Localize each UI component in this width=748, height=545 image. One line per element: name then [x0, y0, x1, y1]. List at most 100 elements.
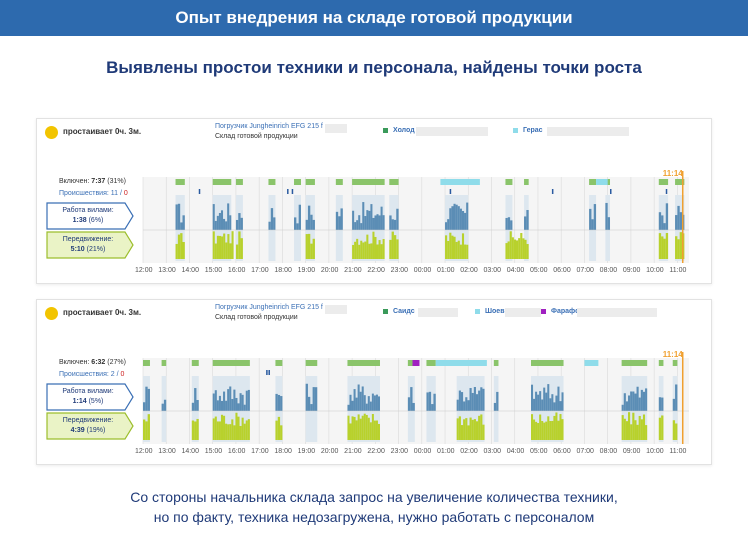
incident-tick: [665, 189, 668, 194]
axis-tick-label: 12:00: [135, 267, 153, 274]
forks-activity-bar: [310, 404, 313, 411]
forks-activity-bar: [352, 210, 355, 230]
forks-activity-bar: [465, 397, 468, 411]
movement-box[interactable]: Передвижение: 5:10 (21%): [62, 236, 114, 253]
movement-activity-bar: [661, 236, 664, 259]
forks-activity-bar: [358, 215, 361, 230]
movement-activity-bar: [679, 232, 683, 259]
forks-activity-bar: [270, 208, 274, 230]
forks-work-box[interactable]: Работа вилами: 1:38 (6%): [62, 207, 114, 224]
forks-activity-bar: [233, 389, 236, 411]
movement-activity-bar: [351, 416, 354, 440]
operator-1[interactable]: Саидс: [383, 308, 415, 315]
forks-activity-bar: [241, 394, 244, 411]
forks-activity-bar: [493, 402, 497, 411]
movement-activity-bar: [362, 242, 365, 259]
forks-activity-bar: [375, 394, 378, 411]
forks-activity-bar: [218, 212, 221, 230]
power-on-segment: [268, 179, 276, 185]
axis-tick-label: 12:00: [135, 448, 153, 455]
forks-activity-bar: [658, 397, 662, 411]
axis-tick-label: 03:00: [484, 267, 502, 274]
power-on-segment: [335, 179, 343, 185]
forks-activity-bar: [145, 386, 148, 411]
movement-activity-bar: [216, 421, 219, 440]
movement-activity-bar: [305, 234, 308, 259]
axis-tick-label: 23:00: [391, 448, 409, 455]
incidents-link[interactable]: Происшествия: 2 / 0: [59, 371, 125, 378]
movement-activity-bar: [665, 233, 669, 259]
forks-activity-bar: [642, 391, 646, 411]
operator-2[interactable]: Шоев: [475, 308, 505, 315]
forks-activity-bar: [314, 387, 318, 411]
movement-activity-bar: [545, 421, 548, 440]
axis-tick-label: 23:00: [391, 267, 409, 274]
movement-activity-bar: [378, 240, 381, 259]
operator-2[interactable]: Герас: [513, 127, 543, 134]
movement-activity-bar: [475, 421, 479, 440]
movement-activity-bar: [543, 422, 546, 440]
power-on-segment: [175, 179, 185, 185]
movement-activity-bar: [382, 239, 385, 259]
movement-activity-bar: [634, 420, 637, 440]
movement-activity-bar: [233, 425, 236, 440]
operator-1[interactable]: Холод: [383, 127, 415, 134]
operator-name: Саидс: [393, 308, 415, 315]
forks-activity-bar: [456, 399, 459, 411]
movement-box[interactable]: Передвижение: 4:39 (19%): [62, 417, 114, 434]
forks-activity-bar: [268, 221, 271, 230]
power-on-segment: [426, 360, 436, 366]
forks-activity-bar: [361, 386, 364, 411]
forks-activity-bar: [428, 391, 432, 411]
incidents-link[interactable]: Происшествия: 11 / 0: [59, 190, 128, 197]
incident-tick: [551, 189, 554, 194]
activity-timeline-chart: 11:14 12:00 13:00 14:00 15:00 16:00 17:00 18:00…: [46, 169, 689, 274]
movement-activity-bar: [347, 415, 350, 440]
operator-3[interactable]: Фарафс: [541, 308, 579, 315]
forks-activity-bar: [235, 397, 238, 411]
axis-tick-label: 02:00: [460, 448, 478, 455]
forks-activity-bar: [426, 392, 429, 411]
operator-name: Шоев: [485, 308, 505, 315]
forks-work-box[interactable]: Работа вилами: 1:14 (5%): [62, 388, 114, 405]
activity-timeline-chart: 11:14 12:00 13:00 14:00 15:00 16:00 17:00 18:00…: [46, 350, 689, 455]
movement-activity-bar: [561, 419, 564, 440]
forks-activity-bar: [535, 391, 538, 411]
axis-tick-label: 01:00: [437, 267, 455, 274]
forks-activity-bar: [338, 216, 341, 230]
forks-activity-bar: [393, 219, 397, 230]
forks-box-outline: [46, 383, 134, 411]
forks-activity-bar: [353, 389, 356, 411]
movement-activity-bar: [223, 233, 226, 259]
movement-activity-bar: [218, 235, 222, 259]
movement-activity-bar: [237, 416, 240, 440]
forks-activity-bar: [161, 403, 164, 411]
power-on-segment: [235, 179, 243, 185]
power-on-segment: [212, 360, 250, 366]
axis-tick-label: 14:00: [181, 448, 199, 455]
axis-tick-label: 20:00: [321, 448, 339, 455]
movement-activity-bar: [389, 239, 392, 259]
axis-tick-label: 08:00: [600, 267, 618, 274]
movement-activity-bar: [354, 241, 357, 259]
movement-activity-bar: [553, 415, 556, 440]
vehicle-link[interactable]: Погрузчик Jungheinrich EFG 215 f: [215, 123, 323, 130]
forks-activity-bar: [591, 219, 594, 230]
current-time-label: 11:14: [663, 169, 684, 178]
forks-activity-bar: [391, 219, 394, 230]
axis-tick-label: 04:00: [507, 267, 525, 274]
vehicle-link[interactable]: Погрузчик Jungheinrich EFG 215 f: [215, 304, 323, 311]
forks-activity-bar: [658, 212, 662, 230]
forks-activity-bar: [212, 204, 215, 230]
movement-activity-bar: [520, 233, 523, 259]
operator-color-icon: [513, 128, 518, 133]
movement-activity-bar: [658, 233, 662, 259]
movement-activity-bar: [445, 235, 448, 259]
forks-activity-bar: [463, 401, 466, 411]
movement-activity-bar: [229, 424, 232, 440]
movement-activity-bar: [216, 235, 219, 259]
movement-activity-bar: [361, 415, 364, 440]
forks-activity-bar: [557, 386, 560, 411]
movement-activity-bar: [471, 419, 474, 440]
movement-activity-bar: [645, 425, 648, 440]
